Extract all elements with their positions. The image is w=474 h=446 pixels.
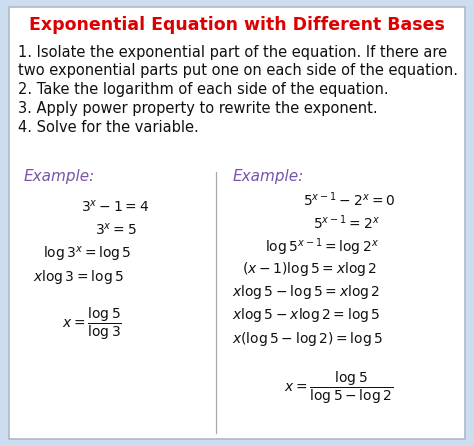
Text: $5^{x-1} = 2^x$: $5^{x-1} = 2^x$ [313,214,380,232]
Text: $x\log 3 = \log 5$: $x\log 3 = \log 5$ [33,268,124,286]
Text: $\log 3^x = \log 5$: $\log 3^x = \log 5$ [43,245,131,264]
Text: Example:: Example: [232,169,303,185]
Text: $3^x -1 = 4$: $3^x -1 = 4$ [81,198,149,215]
Text: $x = \dfrac{\log 5}{\log 5 - \log 2}$: $x = \dfrac{\log 5}{\log 5 - \log 2}$ [284,369,393,405]
Text: $(x-1)\log 5 = x\log 2$: $(x-1)\log 5 = x\log 2$ [242,260,377,278]
Text: 2. Take the logarithm of each side of the equation.: 2. Take the logarithm of each side of th… [18,82,389,97]
Text: Example:: Example: [24,169,95,185]
Text: $x(\log 5 - \log 2) = \log 5$: $x(\log 5 - \log 2) = \log 5$ [232,330,383,347]
Text: two exponential parts put one on each side of the equation.: two exponential parts put one on each si… [18,63,458,78]
Text: $x\log 5 - \log 5 = x\log 2$: $x\log 5 - \log 5 = x\log 2$ [232,283,380,301]
FancyBboxPatch shape [9,7,465,439]
Text: $3^x = 5$: $3^x = 5$ [95,222,137,238]
Text: $5^{x-1} - 2^x = 0$: $5^{x-1} - 2^x = 0$ [303,190,396,209]
Text: $x = \dfrac{\log 5}{\log 3}$: $x = \dfrac{\log 5}{\log 3}$ [62,306,121,342]
Text: 4. Solve for the variable.: 4. Solve for the variable. [18,120,199,135]
Text: Exponential Equation with Different Bases: Exponential Equation with Different Base… [29,16,445,33]
Text: 1. Isolate the exponential part of the equation. If there are: 1. Isolate the exponential part of the e… [18,45,447,60]
Text: $x\log 5 - x\log 2 = \log 5$: $x\log 5 - x\log 2 = \log 5$ [232,306,381,324]
Text: $\log 5^{x-1} = \log 2^x$: $\log 5^{x-1} = \log 2^x$ [265,237,379,258]
Text: 3. Apply power property to rewrite the exponent.: 3. Apply power property to rewrite the e… [18,101,378,116]
